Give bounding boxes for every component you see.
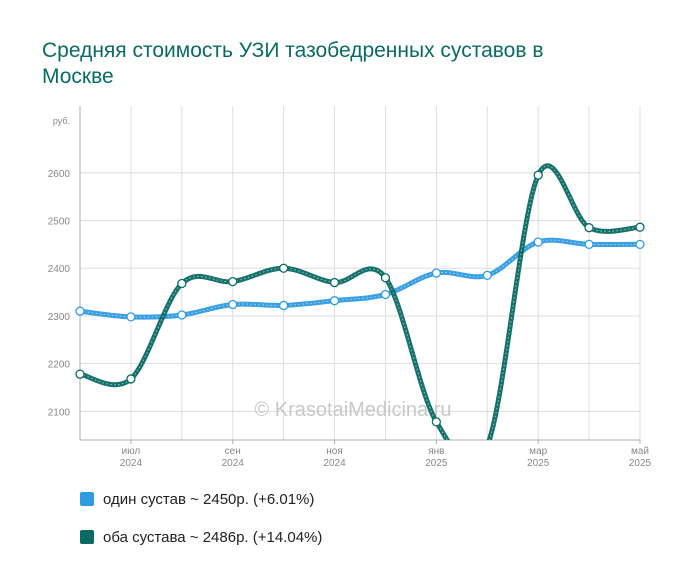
data-point-2 — [533, 170, 543, 180]
x-tick-label: май — [631, 446, 649, 457]
data-point-1 — [380, 289, 391, 300]
x-tick-label-year: 2024 — [323, 458, 346, 469]
x-tick-label: июл — [122, 446, 141, 457]
x-tick-label: сен — [225, 446, 241, 457]
y-tick-label: 2300 — [48, 312, 71, 323]
legend-swatch-one-joint — [80, 492, 94, 506]
legend-item-one-joint[interactable]: один сустав ~ 2450р. (+6.01%) — [80, 488, 322, 510]
data-point-1 — [584, 239, 594, 250]
y-tick-label: 2500 — [48, 217, 71, 228]
data-point-2 — [177, 278, 187, 289]
data-point-2 — [126, 374, 136, 384]
x-tick-label-year: 2024 — [222, 458, 245, 469]
series-points — [75, 170, 645, 427]
data-point-1 — [533, 237, 543, 247]
chart-title: Средняя стоимость УЗИ тазобедренных суст… — [42, 39, 544, 88]
x-tick-label-year: 2025 — [629, 458, 652, 469]
data-point-2 — [431, 417, 442, 427]
data-point-2 — [75, 369, 85, 379]
y-tick-label: 2600 — [48, 169, 71, 180]
x-tick-label-year: 2025 — [527, 458, 550, 469]
data-point-2 — [329, 277, 340, 288]
data-point-1 — [278, 300, 289, 311]
watermark: © KrasotaiMedicina.ru — [254, 399, 451, 421]
y-axis-unit: руб. — [53, 116, 70, 126]
x-tick-label: янв — [428, 446, 444, 457]
data-point-2 — [635, 222, 645, 232]
data-point-2 — [380, 273, 391, 283]
legend-item-both-joints[interactable]: оба сустава ~ 2486р. (+14.04%) — [80, 526, 322, 548]
y-tick-label: 2400 — [48, 264, 71, 275]
data-point-1 — [431, 268, 442, 278]
data-point-1 — [177, 310, 187, 320]
data-point-1 — [635, 239, 645, 250]
data-point-1 — [329, 296, 340, 306]
series-line-texture-1 — [80, 239, 640, 318]
legend: один сустав ~ 2450р. (+6.01%) оба сустав… — [80, 488, 322, 564]
x-tick-label-year: 2025 — [425, 458, 448, 469]
data-point-2 — [584, 223, 594, 233]
data-point-2 — [228, 276, 238, 287]
axes: 210022002300240025002600руб.июл2024сен20… — [48, 106, 652, 469]
data-point-2 — [278, 263, 289, 273]
legend-swatch-both-joints — [80, 530, 94, 544]
x-tick-label: ноя — [326, 446, 343, 457]
data-point-1 — [75, 306, 85, 316]
legend-label-one-joint: один сустав ~ 2450р. (+6.01%) — [103, 490, 315, 508]
data-point-1 — [482, 270, 492, 281]
x-tick-label: мар — [529, 446, 547, 457]
y-tick-label: 2200 — [48, 360, 71, 371]
legend-label-both-joints: оба сустава ~ 2486р. (+14.04%) — [103, 528, 323, 546]
x-tick-label-year: 2024 — [120, 458, 143, 469]
y-tick-label: 2100 — [48, 407, 71, 418]
series-line-1 — [80, 237, 640, 320]
data-point-1 — [126, 312, 136, 322]
data-point-1 — [228, 299, 238, 310]
